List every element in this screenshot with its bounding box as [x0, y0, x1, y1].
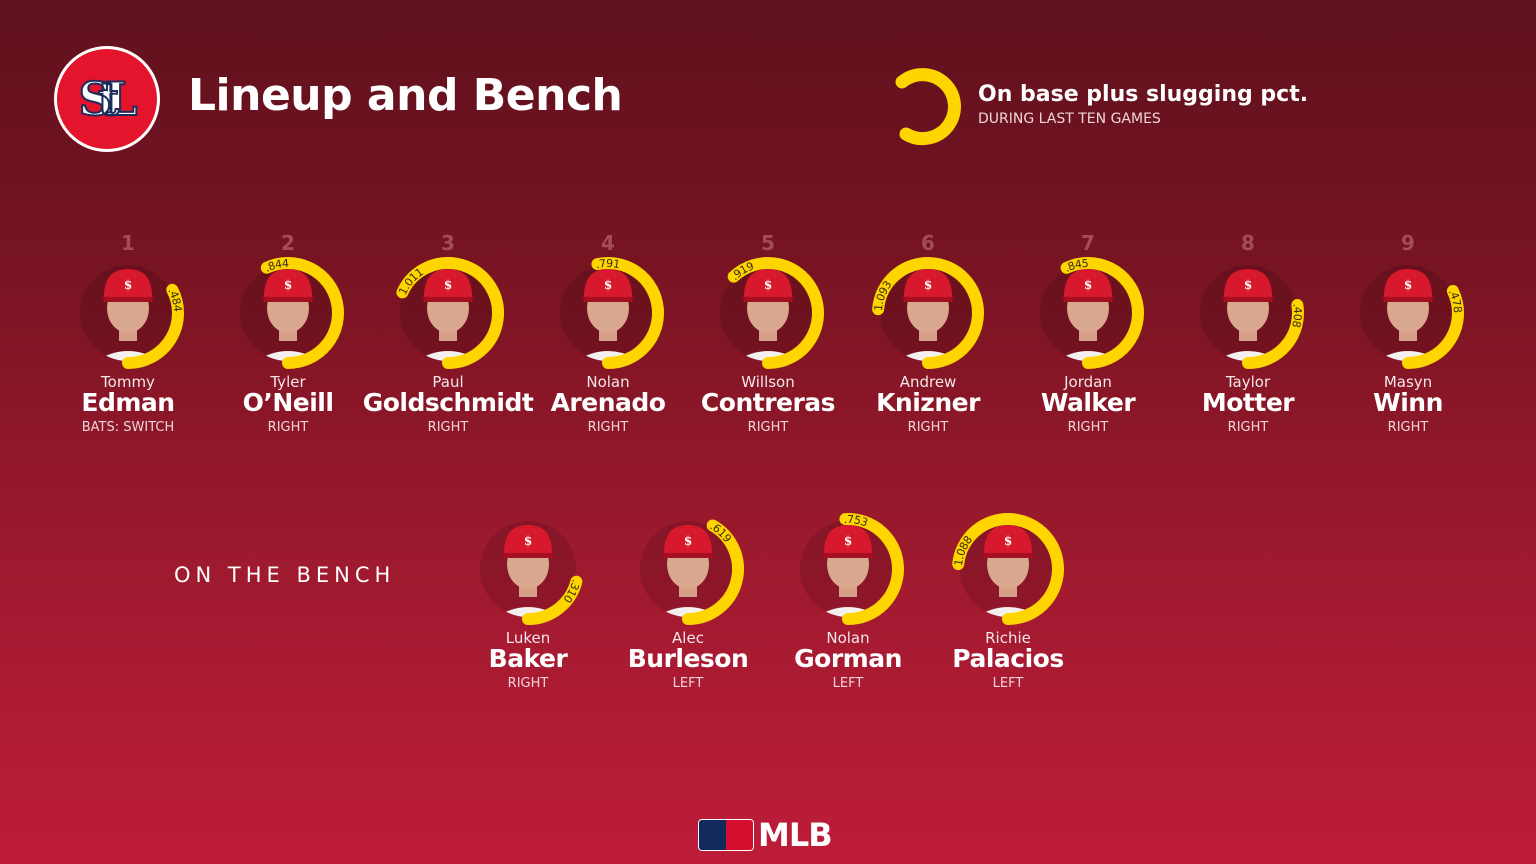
bench-label: ON THE BENCH [174, 563, 396, 587]
svg-text:.791: .791 [594, 257, 621, 271]
svg-text:$: $ [1084, 278, 1092, 292]
batting-order-number: 3 [441, 231, 455, 255]
legend-title: On base plus slugging pct. [978, 82, 1309, 107]
mlb-batter-icon [698, 819, 754, 851]
player-bats: BATS: SWITCH [81, 420, 175, 435]
player-last-name: Walker [1040, 388, 1136, 417]
ops-arc-chart: $ .845 [1040, 257, 1144, 369]
player-bats: RIGHT [267, 420, 309, 435]
svg-text:$: $ [1244, 278, 1252, 292]
ops-arc-chart: $ .484 [80, 265, 184, 369]
player-last-name: Palacios [952, 644, 1064, 673]
player-first-name: Masyn [1383, 373, 1433, 391]
mlb-logo: MLB [698, 816, 833, 854]
ops-legend-arc-icon [895, 68, 961, 146]
batting-order-number: 7 [1081, 231, 1095, 255]
mlb-wordmark: MLB [758, 816, 833, 854]
player-bats: RIGHT [1067, 420, 1109, 435]
svg-text:$: $ [524, 534, 532, 548]
ops-arc-chart: $ .478 [1360, 265, 1464, 369]
ops-arc-chart: $ .310 [480, 521, 583, 625]
player-bats: RIGHT [1227, 420, 1269, 435]
player-first-name: Nolan [826, 629, 870, 647]
player-first-name: Tommy [101, 373, 155, 391]
ops-arc-chart: $ 1.093 [872, 257, 984, 369]
player-bats: RIGHT [427, 420, 469, 435]
stl-monogram-icon: StL [78, 71, 139, 127]
player-last-name: Edman [81, 388, 175, 417]
player-bats: RIGHT [907, 420, 949, 435]
page-title: Lineup and Bench [188, 70, 623, 121]
player-last-name: O’Neill [242, 388, 334, 417]
batting-order-number: 5 [761, 231, 775, 255]
svg-text:$: $ [684, 534, 692, 548]
svg-text:$: $ [604, 278, 612, 292]
player-last-name: Contreras [700, 388, 836, 417]
player-last-name: Goldschmidt [362, 388, 534, 417]
svg-text:.753: .753 [843, 513, 869, 530]
player-first-name: Taylor [1225, 373, 1271, 391]
player-bats: RIGHT [1387, 420, 1429, 435]
player-bats: RIGHT [507, 676, 549, 691]
ops-arc-chart: $ .919 [720, 257, 824, 369]
svg-text:.408: .408 [1289, 302, 1304, 329]
player-bats: RIGHT [587, 420, 629, 435]
player-bats: LEFT [992, 676, 1024, 691]
batting-order-number: 6 [921, 231, 935, 255]
player-last-name: Knizner [876, 388, 980, 417]
player-bats: LEFT [672, 676, 704, 691]
player-first-name: Willson [741, 373, 795, 391]
legend-subtitle: DURING LAST TEN GAMES [978, 111, 1161, 127]
svg-text:$: $ [1004, 534, 1012, 548]
svg-text:$: $ [924, 278, 932, 292]
ops-arc-chart: $ 1.088 [952, 513, 1064, 625]
svg-text:$: $ [124, 278, 132, 292]
player-first-name: Luken [505, 629, 551, 647]
player-last-name: Motter [1201, 388, 1295, 417]
svg-text:$: $ [844, 534, 852, 548]
player-last-name: Baker [488, 644, 568, 673]
ops-arc-chart: $ 1.011 [396, 257, 504, 369]
player-last-name: Winn [1373, 388, 1443, 417]
svg-text:$: $ [1404, 278, 1412, 292]
ops-arc-chart: $ .408 [1200, 265, 1304, 369]
player-last-name: Gorman [794, 644, 902, 673]
batting-order-number: 9 [1401, 231, 1415, 255]
player-first-name: Jordan [1064, 373, 1112, 391]
player-first-name: Nolan [586, 373, 630, 391]
player-bats: LEFT [832, 676, 864, 691]
svg-text:$: $ [444, 278, 452, 292]
batting-order-number: 1 [121, 231, 135, 255]
batting-order-number: 4 [601, 231, 615, 255]
batting-order-number: 2 [281, 231, 295, 255]
player-first-name: Tyler [270, 373, 306, 391]
player-first-name: Andrew [899, 373, 957, 391]
ops-arc-chart: $ .791 [560, 257, 664, 369]
svg-text:$: $ [764, 278, 772, 292]
cardinals-logo: StL [54, 46, 160, 152]
batting-order-number: 8 [1241, 231, 1255, 255]
ops-arc-chart: $ .619 [640, 519, 744, 625]
ops-arc-chart: $ .753 [800, 513, 904, 625]
player-last-name: Burleson [627, 644, 749, 673]
ops-arc-chart: $ .844 [240, 257, 344, 369]
player-first-name: Paul [432, 373, 464, 391]
player-last-name: Arenado [550, 388, 666, 417]
svg-text:$: $ [284, 278, 292, 292]
player-first-name: Alec [672, 629, 704, 647]
player-bats: RIGHT [747, 420, 789, 435]
player-first-name: Richie [985, 629, 1031, 647]
